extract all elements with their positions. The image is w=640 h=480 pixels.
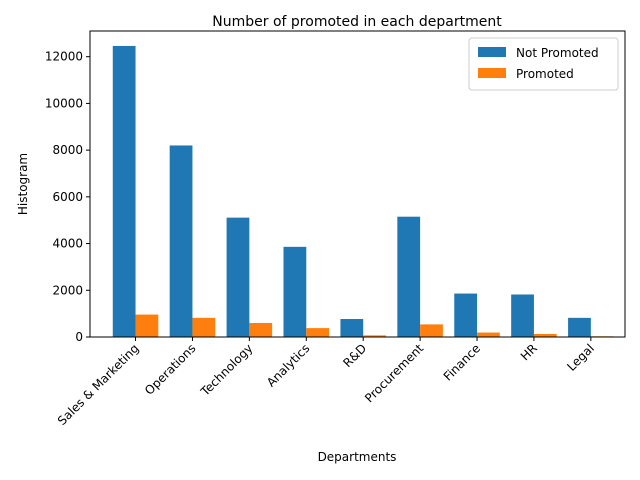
bar-not-promoted-2 [226,217,250,337]
bar-promoted-2 [249,322,273,337]
bar-not-promoted-0 [112,45,136,338]
bar-not-promoted-5 [397,216,421,337]
x-tick-label: Finance [441,341,483,383]
x-tick-label: Technology [197,341,255,399]
bar-not-promoted-7 [511,294,534,337]
legend-label-1: Promoted [516,67,574,81]
y-tick-label: 4000 [52,237,83,251]
y-axis-label: Histogram [16,153,30,215]
bar-not-promoted-6 [454,293,478,337]
y-tick-label: 12000 [45,50,83,64]
legend-swatch-1 [478,68,506,78]
bar-promoted-3 [306,328,330,337]
bar-promoted-5 [420,324,443,337]
y-tick-label: 10000 [45,96,83,110]
x-tick-label: R&D [340,341,369,370]
bar-not-promoted-8 [568,317,591,337]
bar-promoted-4 [363,335,386,337]
y-tick-label: 8000 [52,143,83,157]
x-tick-label: Analytics [264,341,312,389]
legend: Not Promoted Promoted [468,37,619,91]
x-tick-label: Procurement [362,341,426,405]
bar-promoted-6 [477,332,500,337]
y-axis: 0 2000 4000 6000 8000 10000 12000 [45,50,90,344]
bar-promoted-1 [192,317,216,337]
chart-title: Number of promoted in each department [212,14,502,30]
legend-label-0: Not Promoted [516,46,599,60]
x-tick-label: Operations [142,341,199,398]
y-tick-label: 6000 [52,190,83,204]
y-tick-label: 0 [75,330,83,344]
y-tick-label: 2000 [52,283,83,297]
x-tick-label: Legal [564,341,597,374]
x-axis: Sales & Marketing Operations Technology Ana… [55,337,597,428]
bars-group [112,45,614,338]
x-tick-label: Sales & Marketing [55,341,142,428]
bar-not-promoted-4 [340,319,364,337]
bar-not-promoted-1 [169,145,193,337]
bar-promoted-7 [533,333,557,337]
bar-promoted-0 [135,314,159,337]
x-axis-label: Departments [318,450,397,464]
bar-not-promoted-3 [283,246,307,337]
plot-frame [89,30,626,338]
legend-box [468,37,619,91]
x-tick-label: HR [518,341,540,363]
legend-swatch-0 [478,47,506,57]
